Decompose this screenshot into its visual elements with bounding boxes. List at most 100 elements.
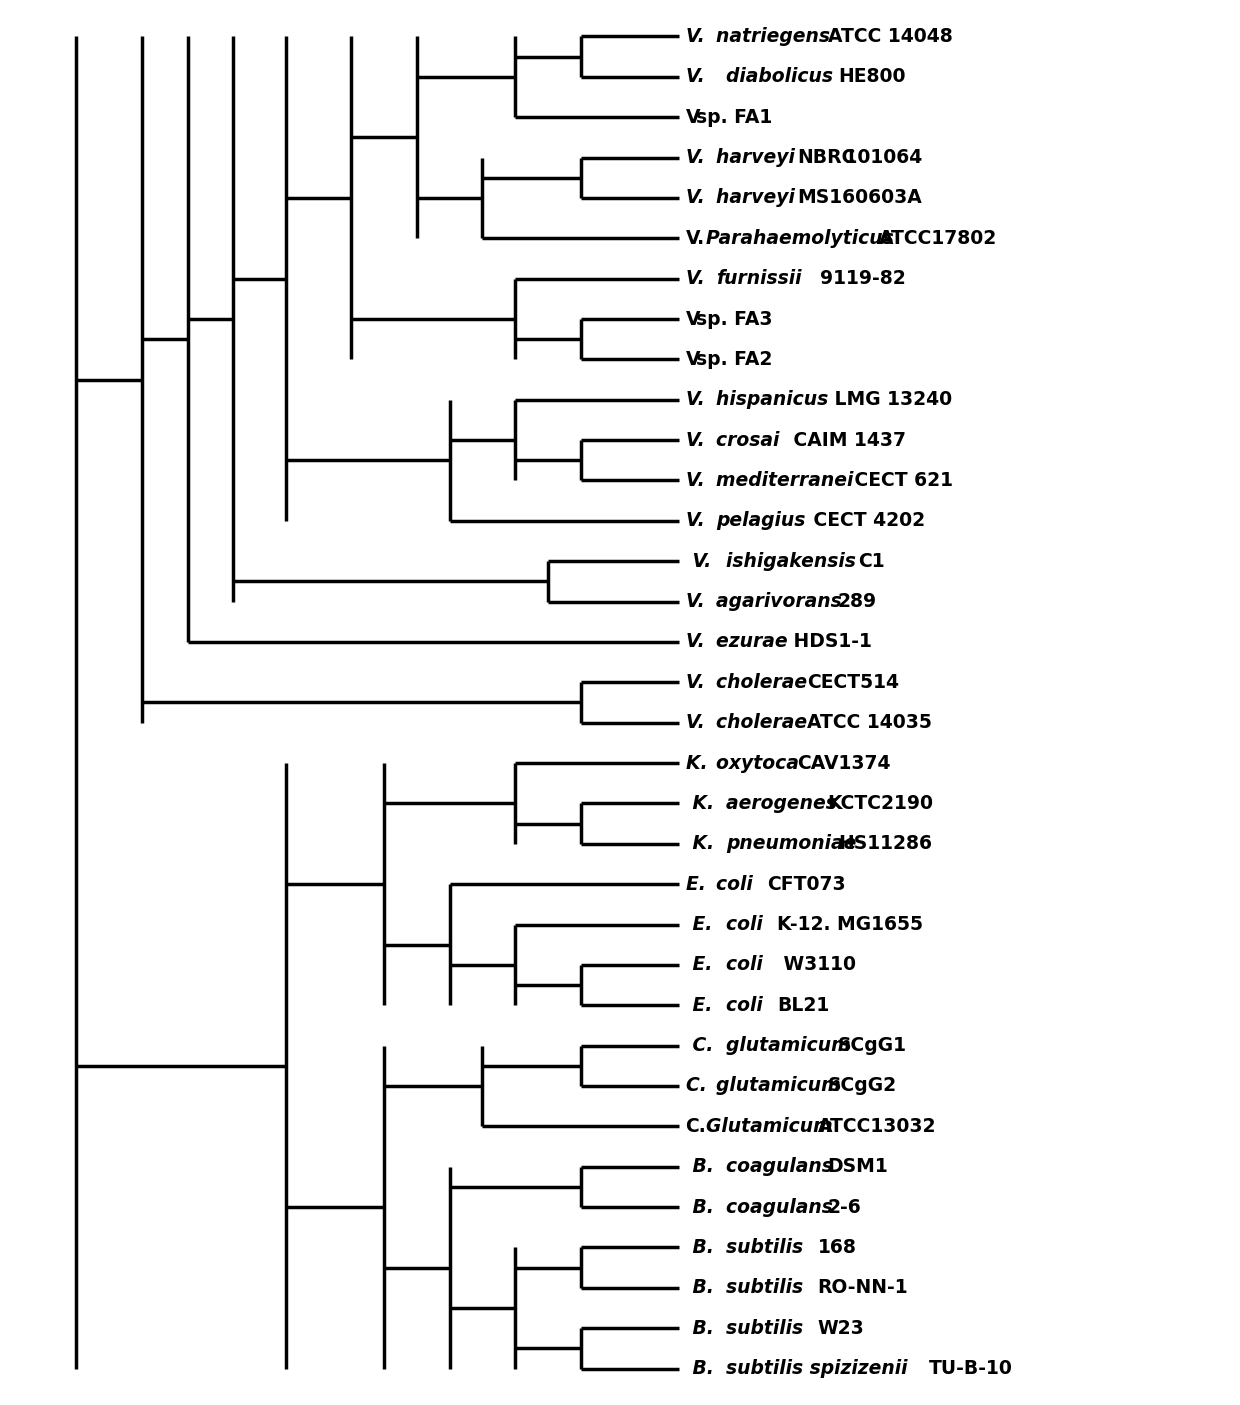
Text: coli: coli (715, 875, 759, 894)
Text: HS11286: HS11286 (838, 835, 931, 853)
Text: HE800: HE800 (838, 67, 905, 86)
Text: V.: V. (686, 27, 711, 46)
Text: glutamicum: glutamicum (715, 1076, 847, 1096)
Text: V: V (686, 350, 701, 370)
Text: natriegens: natriegens (715, 27, 837, 46)
Text: aerogenes: aerogenes (727, 794, 843, 813)
Text: K.: K. (686, 835, 720, 853)
Text: subtilis: subtilis (727, 1238, 810, 1257)
Text: harveyi: harveyi (715, 188, 801, 208)
Text: ishigakensis: ishigakensis (727, 552, 863, 570)
Text: 289: 289 (838, 592, 877, 611)
Text: C.: C. (686, 1076, 713, 1096)
Text: CECT 621: CECT 621 (848, 471, 954, 490)
Text: ATCC13032: ATCC13032 (817, 1117, 936, 1135)
Text: cholerae: cholerae (715, 714, 813, 732)
Text: E.: E. (686, 915, 718, 934)
Text: W3110: W3110 (777, 955, 856, 975)
Text: V.: V. (686, 67, 717, 86)
Text: W23: W23 (817, 1319, 864, 1338)
Text: NBRC: NBRC (797, 148, 856, 167)
Text: 9119-82: 9119-82 (807, 270, 906, 288)
Text: B.: B. (686, 1158, 720, 1176)
Text: C.: C. (686, 1035, 719, 1055)
Text: SCgG2: SCgG2 (827, 1076, 897, 1096)
Text: V: V (686, 108, 701, 126)
Text: subtilis spizizenii: subtilis spizizenii (727, 1359, 914, 1378)
Text: coli: coli (727, 955, 769, 975)
Text: K-12. MG1655: K-12. MG1655 (777, 915, 923, 934)
Text: V.: V. (686, 471, 711, 490)
Text: DSM1: DSM1 (827, 1158, 888, 1176)
Text: subtilis: subtilis (727, 1279, 810, 1297)
Text: coagulans: coagulans (727, 1158, 839, 1176)
Text: Glutamicum: Glutamicum (706, 1117, 839, 1135)
Text: cholerae: cholerae (715, 673, 813, 691)
Text: B.: B. (686, 1319, 720, 1338)
Text: KCTC2190: KCTC2190 (827, 794, 934, 813)
Text: CAV1374: CAV1374 (797, 753, 890, 773)
Text: ATCC 14035: ATCC 14035 (807, 714, 932, 732)
Text: ezurae: ezurae (715, 632, 794, 652)
Text: V.: V. (686, 511, 711, 530)
Text: V.: V. (686, 188, 711, 208)
Text: V.: V. (686, 229, 704, 247)
Text: ATCC 14048: ATCC 14048 (827, 27, 952, 46)
Text: V.: V. (686, 148, 711, 167)
Text: RO-NN-1: RO-NN-1 (817, 1279, 908, 1297)
Text: B.: B. (686, 1197, 720, 1217)
Text: hispanicus: hispanicus (715, 391, 835, 409)
Text: V.: V. (686, 270, 711, 288)
Text: harveyi: harveyi (715, 148, 801, 167)
Text: diabolicus: diabolicus (727, 67, 839, 86)
Text: B.: B. (686, 1359, 720, 1378)
Text: pelagius: pelagius (715, 511, 812, 530)
Text: V.: V. (686, 592, 711, 611)
Text: Parahaemolyticus: Parahaemolyticus (706, 229, 900, 247)
Text: E.: E. (686, 875, 712, 894)
Text: E.: E. (686, 955, 718, 975)
Text: mediterranei: mediterranei (715, 471, 859, 490)
Text: C.: C. (686, 1117, 707, 1135)
Text: sp. FA2: sp. FA2 (696, 350, 773, 370)
Text: sp. FA3: sp. FA3 (696, 309, 773, 329)
Text: CFT073: CFT073 (766, 875, 846, 894)
Text: glutamicum: glutamicum (727, 1035, 857, 1055)
Text: CECT514: CECT514 (807, 673, 899, 691)
Text: K.: K. (686, 753, 714, 773)
Text: SCgG1: SCgG1 (838, 1035, 906, 1055)
Text: V.: V. (686, 632, 711, 652)
Text: ATCC17802: ATCC17802 (878, 229, 997, 247)
Text: sp. FA1: sp. FA1 (696, 108, 773, 126)
Text: LMG 13240: LMG 13240 (827, 391, 952, 409)
Text: V.: V. (686, 714, 711, 732)
Text: subtilis: subtilis (727, 1319, 810, 1338)
Text: B.: B. (686, 1279, 720, 1297)
Text: furnissii: furnissii (715, 270, 801, 288)
Text: V.: V. (686, 391, 711, 409)
Text: MS160603A: MS160603A (797, 188, 923, 208)
Text: pneumoniae: pneumoniae (727, 835, 863, 853)
Text: E.: E. (686, 996, 718, 1014)
Text: V.: V. (686, 552, 717, 570)
Text: CAIM 1437: CAIM 1437 (787, 430, 906, 450)
Text: V.: V. (686, 673, 711, 691)
Text: coli: coli (727, 915, 769, 934)
Text: oxytoca: oxytoca (715, 753, 805, 773)
Text: 2-6: 2-6 (827, 1197, 862, 1217)
Text: BL21: BL21 (777, 996, 830, 1014)
Text: C1: C1 (858, 552, 885, 570)
Text: agarivorans: agarivorans (715, 592, 848, 611)
Text: CECT 4202: CECT 4202 (807, 511, 925, 530)
Text: V: V (686, 309, 701, 329)
Text: V.: V. (686, 430, 711, 450)
Text: K.: K. (686, 794, 720, 813)
Text: HDS1-1: HDS1-1 (787, 632, 872, 652)
Text: 168: 168 (817, 1238, 857, 1257)
Text: B.: B. (686, 1238, 720, 1257)
Text: 101064: 101064 (838, 148, 923, 167)
Text: crosai: crosai (715, 430, 786, 450)
Text: coagulans: coagulans (727, 1197, 839, 1217)
Text: coli: coli (727, 996, 769, 1014)
Text: TU-B-10: TU-B-10 (929, 1359, 1013, 1378)
